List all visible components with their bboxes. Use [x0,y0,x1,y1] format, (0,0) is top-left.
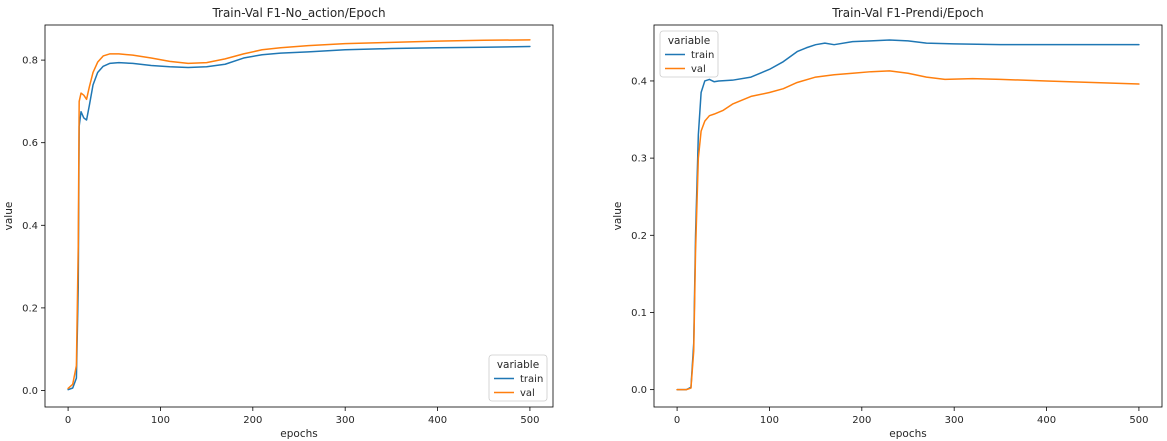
series-line-train [676,39,1140,391]
x-tick-label: 200 [243,415,262,426]
chart-2: Train-Val F1-Prendi/Epoch 0 100 200 300 400 50… [612,6,1163,440]
y-tick-label: 0.8 [22,56,38,67]
y-tick-label: 0.4 [22,221,38,232]
chart-title: Train-Val F1-No_action/Epoch [211,6,385,20]
y-axis-label: value [612,202,624,231]
y-axis-label: value [3,202,15,231]
legend: variable train val [659,30,719,78]
axes-frame [44,24,554,408]
legend-box [659,30,719,78]
y-tick-label: 0.2 [631,231,647,242]
x-tick-label: 100 [151,415,170,426]
series-line-train [67,45,531,391]
x-tick-label: 500 [520,415,539,426]
y-tick-label: 0.0 [22,386,38,397]
x-tick-label: 300 [336,415,355,426]
x-tick-label: 200 [852,415,871,426]
legend-title: variable [668,35,710,47]
legend: variable train val [488,354,548,402]
y-tick-label: 0.0 [631,385,647,396]
y-tick-label: 0.1 [631,308,647,319]
legend-box [488,354,548,402]
legend-label-val: val [520,388,535,399]
x-axis-label: epochs [889,428,926,440]
legend-title: variable [497,359,539,371]
chart-title: Train-Val F1-Prendi/Epoch [831,6,984,20]
legend-label-train: train [520,374,543,385]
x-tick-label: 100 [760,415,779,426]
series-line-val [67,39,531,390]
x-tick-label: 0 [674,415,680,426]
series-line-val [676,70,1140,391]
axes-frame [653,24,1163,408]
x-tick-label: 400 [1037,415,1056,426]
legend-label-val: val [691,64,706,75]
y-tick-label: 0.3 [631,154,647,165]
x-axis-label: epochs [280,428,317,440]
chart-1: Train-Val F1-No_action/Epoch 0 100 200 300 40… [3,6,554,440]
y-tick-label: 0.4 [631,76,647,87]
x-tick-label: 500 [1129,415,1148,426]
x-tick-label: 0 [65,415,71,426]
x-tick-label: 400 [428,415,447,426]
legend-label-train: train [691,50,714,61]
x-tick-label: 300 [945,415,964,426]
y-tick-label: 0.6 [22,138,38,149]
y-tick-label: 0.2 [22,303,38,314]
